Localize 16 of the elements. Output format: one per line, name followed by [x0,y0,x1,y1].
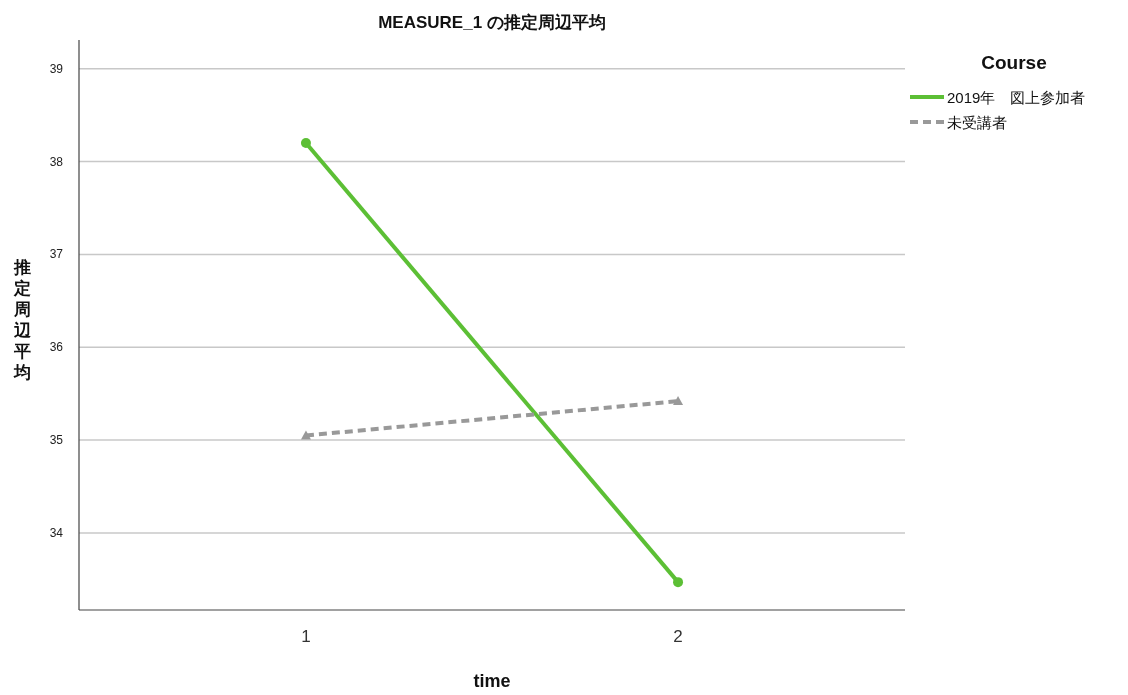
x-tick-label: 2 [673,627,683,646]
legend-label: 未受講者 [947,114,1007,131]
y-tick-label: 36 [49,340,64,355]
legend-title: Course [981,52,1047,73]
point [300,138,311,149]
y-tick-label: 37 [49,247,64,262]
y-tick-label: 34 [49,525,64,540]
point [673,577,684,588]
x-tick-label: 1 [301,627,311,646]
y-tick-label: 35 [49,433,64,448]
legend-label: 2019年 図上参加者 [947,89,1086,106]
x-axis-title: time [473,671,511,691]
chart-title: MEASURE_1 の推定周辺平均 [378,13,606,32]
y-axis-title: 推定周辺平均 [12,258,32,382]
y-tick-label: 38 [49,154,64,169]
y-tick-label: 39 [49,61,64,76]
